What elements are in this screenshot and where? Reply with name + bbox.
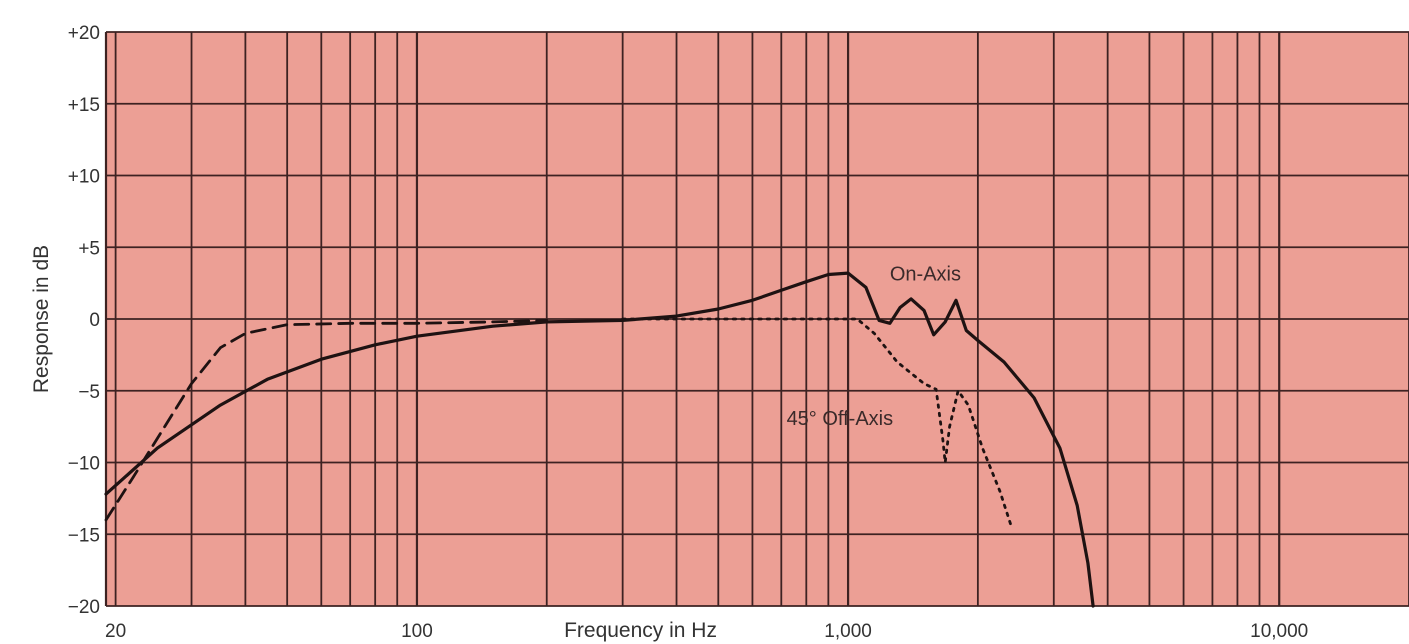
series-group [104,271,1095,608]
annotations: On-Axis 45° Off-Axis [787,263,961,430]
annotation-label: 45° Off-Axis [787,408,894,430]
grid [104,31,1409,607]
y-tick-label: −5 [78,382,100,403]
y-tick-label: +20 [68,23,100,44]
series-line-on-axis [104,271,1095,608]
series-line-off-axis-45 [621,317,1014,530]
x-tick-labels: 20 100 1,000 10,000 [105,621,1308,642]
series-line-off-axis-dashed [104,319,549,522]
y-tick-label: 0 [89,310,100,331]
annotation-label: On-Axis [890,263,961,285]
x-tick-label: 100 [401,621,433,642]
x-tick-label: 10,000 [1250,621,1308,642]
y-tick-labels: +20 +15 +10 +5 0 −5 −10 −15 −20 [68,23,100,618]
x-tick-label: 20 [105,621,126,642]
y-axis-title: Response in dB [30,245,53,393]
y-tick-label: −10 [68,454,100,475]
y-tick-label: −15 [68,525,100,546]
y-tick-label: +15 [68,95,100,116]
x-tick-label: 1,000 [824,621,872,642]
y-tick-label: +10 [68,167,100,188]
x-axis-title: Frequency in Hz [564,619,717,642]
y-tick-label: +5 [78,238,100,259]
y-tick-label: −20 [68,597,100,618]
